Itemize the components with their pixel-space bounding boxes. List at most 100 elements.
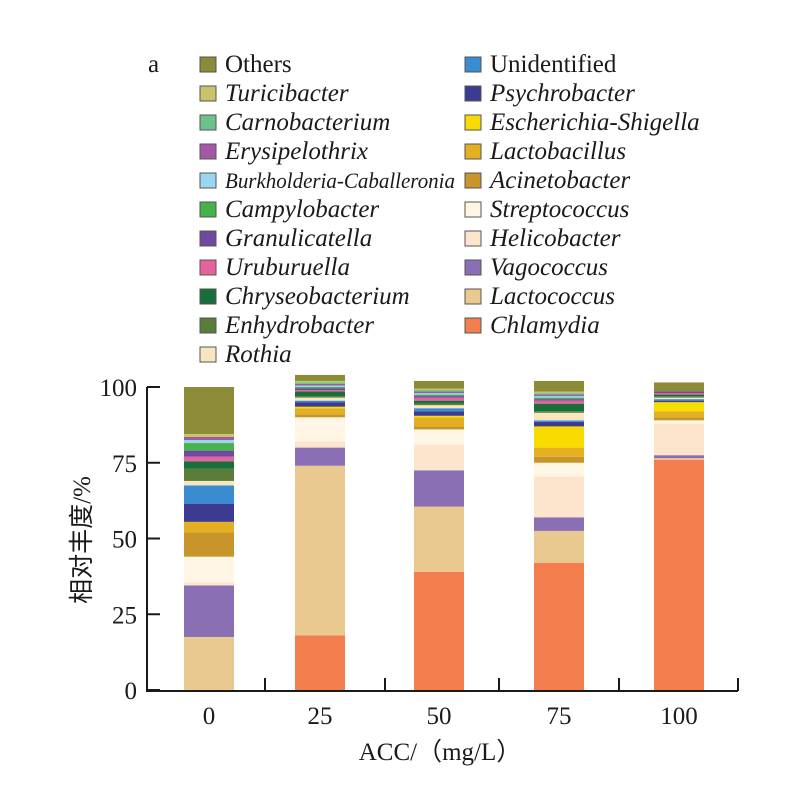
x-tick-label: 50 [427, 703, 452, 730]
bar-segment-carnobacterium [534, 393, 584, 395]
legend-swatch [199, 143, 217, 160]
bar-0 [184, 387, 234, 690]
bar-segment-erysipelothrix [414, 391, 464, 394]
legend-swatch [464, 114, 482, 131]
bar-segment-granulicatella [414, 396, 464, 398]
bar-segment-enhydrobacter [534, 411, 584, 413]
legend-label: Enhydrobacter [224, 312, 374, 339]
bar-segment-chlamydia [534, 562, 584, 690]
x-axis-title: ACC/（mg/L） [359, 738, 522, 766]
bar-segment-burkholderia-caballeronia [295, 385, 345, 387]
bar-segment-lactobacillus [414, 417, 464, 427]
bar-segment-burkholderia-caballeronia [414, 393, 464, 395]
bar-50 [414, 380, 464, 690]
bar-segment-erysipelothrix [295, 383, 345, 386]
bar-segment-streptococcus [534, 462, 584, 477]
bar-segment-granulicatella [654, 391, 704, 394]
bar-segment-uruburuella [295, 390, 345, 392]
legend-label: Chryseobacterium [225, 283, 410, 310]
legend-label: Vagococcus [490, 254, 608, 281]
bar-segment-erysipelothrix [534, 394, 584, 397]
legend-item-uruburuella: Uruburuella [199, 254, 350, 281]
bar-segment-turicibacter [414, 388, 464, 391]
bar-segment-vagococcus [414, 470, 464, 507]
legend-item-granulicatella: Granulicatella [199, 225, 372, 252]
legend-label: Rothia [224, 341, 292, 368]
bar-100 [654, 382, 704, 690]
bar-segment-rothia [414, 405, 464, 409]
bar-segment-acinetobacter [295, 414, 345, 418]
y-tick-label: 75 [112, 451, 137, 478]
legend-label: Escherichia-Shigella [489, 109, 700, 136]
legend-label: Erysipelothrix [224, 138, 368, 165]
bar-segment-helicobacter [654, 423, 704, 456]
legend-swatch [199, 114, 217, 131]
bar-segment-psychrobacter [414, 411, 464, 416]
legend-swatch [199, 230, 217, 247]
bar-segment-streptococcus [295, 417, 345, 442]
legend-item-acinetobacter: Acinetobacter [464, 167, 630, 194]
bar-segment-unidentified [184, 485, 234, 504]
legend-label: Uruburuella [225, 254, 350, 281]
bar-segment-streptococcus [184, 556, 234, 583]
bar-segment-psychrobacter [654, 400, 704, 403]
bar-segment-burkholderia-caballeronia [534, 396, 584, 398]
bar-segment-unidentified [654, 399, 704, 401]
legend-label: Lactobacillus [489, 138, 626, 165]
legend-label: Psychrobacter [489, 80, 635, 107]
bars [184, 374, 704, 690]
y-tick-label: 100 [100, 375, 138, 402]
legend-item-turicibacter: Turicibacter [199, 80, 349, 107]
x-tick-label: 25 [308, 703, 333, 730]
legend-item-rothia: Rothia [199, 341, 292, 368]
bar-segment-rothia [654, 397, 704, 400]
bar-segment-campylobacter [534, 397, 584, 400]
legend-swatch [199, 346, 217, 363]
bar-segment-escherichia-shigella [414, 415, 464, 418]
legend-swatch [464, 56, 482, 73]
legend-swatch [464, 259, 482, 276]
legend: OthersTuricibacterCarnobacteriumErysipel… [199, 51, 700, 368]
bar-segment-uruburuella [534, 400, 584, 404]
legend-label: Chlamydia [490, 312, 600, 339]
bar-segment-others [654, 382, 704, 392]
legend-swatch [464, 288, 482, 305]
legend-label: Acinetobacter [488, 167, 630, 194]
legend-swatch [464, 172, 482, 189]
bar-segment-helicobacter [295, 441, 345, 448]
bar-25 [295, 374, 345, 690]
y-tick-label: 25 [112, 602, 137, 629]
bar-segment-chryseobacterium [184, 461, 234, 469]
legend-item-streptococcus: Streptococcus [464, 196, 629, 223]
bar-segment-turicibacter [184, 433, 234, 437]
bar-segment-enhydrobacter [654, 396, 704, 398]
bar-segment-uruburuella [654, 393, 704, 395]
bar-segment-chlamydia [654, 459, 704, 690]
bar-segment-chryseobacterium [295, 391, 345, 397]
bar-segment-unidentified [295, 400, 345, 403]
legend-item-vagococcus: Vagococcus [464, 254, 608, 281]
legend-item-burkholderia-caballeronia: Burkholderia-Caballeronia [199, 168, 455, 193]
y-ticks: 0 25 50 75 100 [100, 375, 160, 705]
bar-segment-enhydrobacter [184, 468, 234, 481]
legend-item-others: Others [199, 51, 292, 78]
bar-segment-streptococcus [414, 429, 464, 445]
bar-segment-carnobacterium [295, 382, 345, 384]
bar-segment-unidentified [414, 408, 464, 412]
bar-segment-others [295, 374, 345, 381]
bar-segment-rothia [295, 397, 345, 401]
legend-label: Burkholderia-Caballeronia [225, 168, 455, 193]
bar-segment-uruburuella [184, 456, 234, 462]
legend-item-psychrobacter: Psychrobacter [464, 80, 635, 107]
legend-item-carnobacterium: Carnobacterium [199, 109, 390, 136]
bar-segment-lactococcus [295, 465, 345, 636]
legend-item-chryseobacterium: Chryseobacterium [199, 283, 410, 310]
bar-segment-acinetobacter [184, 532, 234, 557]
bar-segment-others [534, 380, 584, 392]
bar-segment-chlamydia [295, 635, 345, 690]
legend-item-lactobacillus: Lactobacillus [464, 138, 626, 165]
bar-segment-lactobacillus [295, 408, 345, 415]
bar-segment-turicibacter [295, 380, 345, 383]
bar-segment-vagococcus [184, 585, 234, 637]
